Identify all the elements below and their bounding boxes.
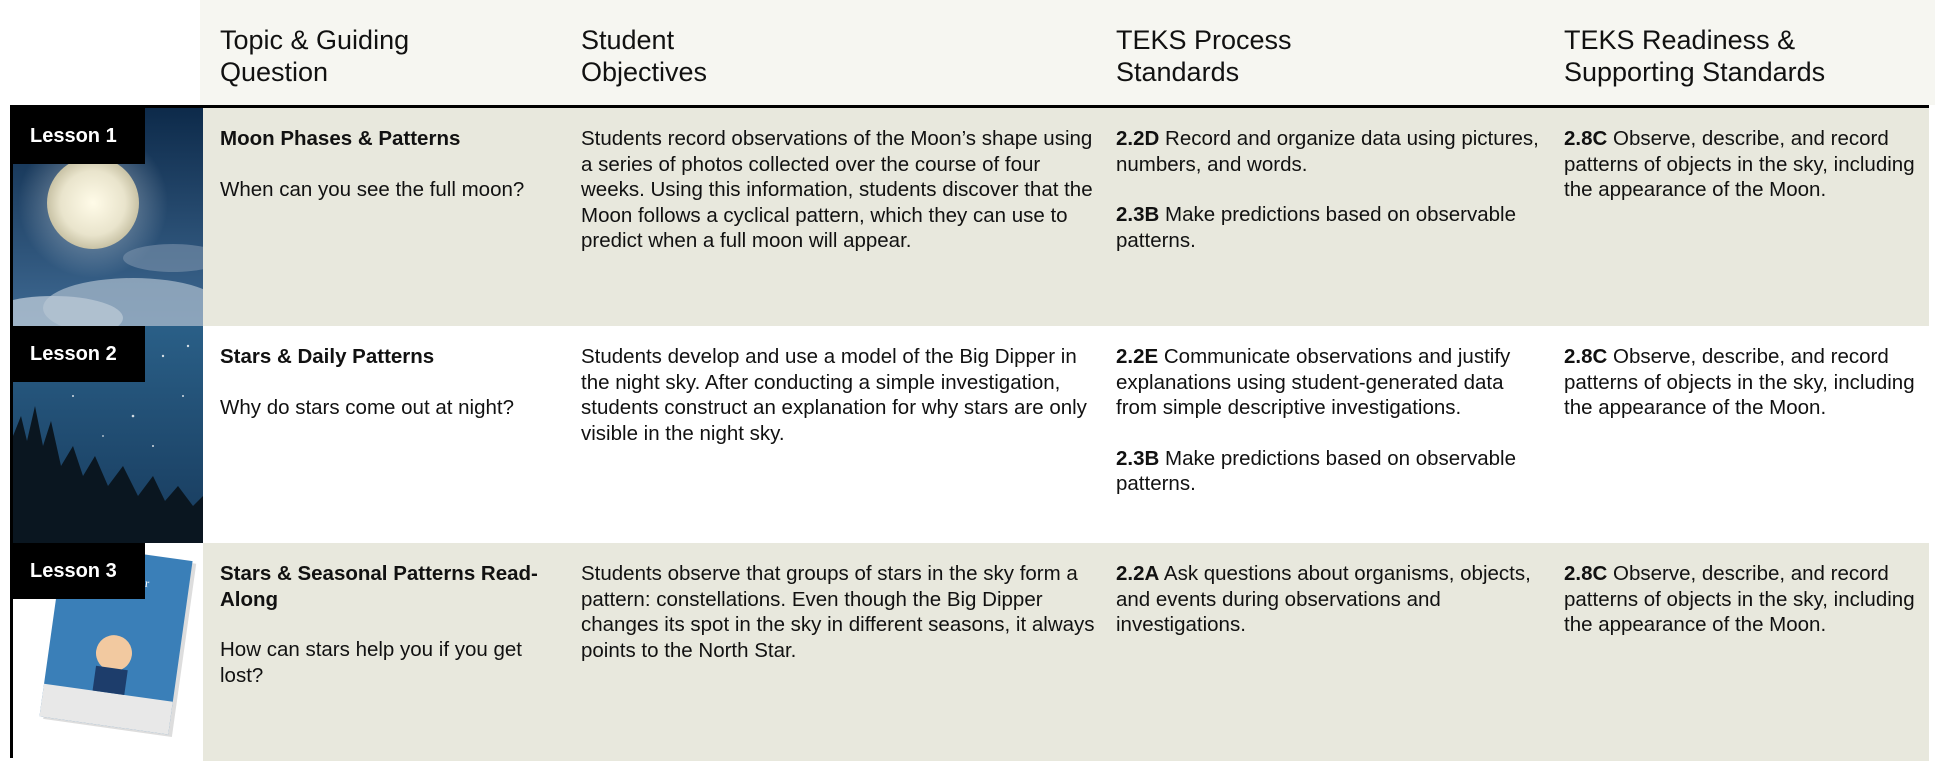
standard-code: 2.8C xyxy=(1564,345,1608,368)
objectives-cell: Students develop and use a model of the … xyxy=(581,345,1087,445)
table-row: Lesson 2 Stars & Daily Patterns Why do sta… xyxy=(13,326,1929,543)
lesson-table: Lesson 1 Moon Phases & Patterns When can y… xyxy=(10,105,1929,761)
table-header: Topic & Guiding Question Student Objecti… xyxy=(200,0,1935,105)
standard: 2.3B Make predictions based on observabl… xyxy=(1116,446,1541,497)
standard-text: Communicate observations and justify exp… xyxy=(1116,345,1511,419)
standard: 2.2A Ask questions about organisms, obje… xyxy=(1116,561,1541,638)
lesson-label: Lesson 3 xyxy=(13,543,145,599)
standard-code: 2.3B xyxy=(1116,203,1160,226)
readiness-cell: 2.8C Observe, describe, and record patte… xyxy=(1564,126,1924,228)
topic-title: Stars & Daily Patterns xyxy=(220,345,435,368)
topic-title: Stars & Seasonal Patterns Read-Along xyxy=(220,562,538,611)
standard-text: Observe, describe, and record patterns o… xyxy=(1564,127,1915,201)
header-cell: TEKS Process Standards xyxy=(1116,25,1292,87)
process-cell: 2.2E Communicate observations and justif… xyxy=(1116,344,1541,522)
standard-code: 2.2A xyxy=(1116,562,1160,585)
standard-text: Make predictions based on observable pat… xyxy=(1116,203,1517,252)
header-cell: Topic & Guiding Question xyxy=(220,25,410,87)
process-cell: 2.2A Ask questions about organisms, obje… xyxy=(1116,561,1541,663)
standard-code: 2.2E xyxy=(1116,345,1159,368)
topic-cell: Stars & Seasonal Patterns Read-Along How … xyxy=(220,561,550,688)
standard-text: Ask questions about organisms, objects, … xyxy=(1116,562,1531,636)
standard: 2.3B Make predictions based on observabl… xyxy=(1116,202,1541,253)
standard-code: 2.8C xyxy=(1564,562,1608,585)
readiness-cell: 2.8C Observe, describe, and record patte… xyxy=(1564,561,1924,663)
readiness-cell: 2.8C Observe, describe, and record patte… xyxy=(1564,344,1924,446)
topic-title: Moon Phases & Patterns xyxy=(220,127,461,150)
objectives-cell: Students record observations of the Moon… xyxy=(581,127,1093,252)
standard-text: Observe, describe, and record patterns o… xyxy=(1564,562,1915,636)
guiding-question: How can stars help you if you get lost? xyxy=(220,638,522,687)
standard: 2.8C Observe, describe, and record patte… xyxy=(1564,344,1924,421)
standard-text: Record and organize data using pictures,… xyxy=(1116,127,1539,176)
guiding-question: Why do stars come out at night? xyxy=(220,395,514,419)
standard-code: 2.8C xyxy=(1564,127,1608,150)
standard-text: Observe, describe, and record patterns o… xyxy=(1564,345,1915,419)
topic-cell: Moon Phases & Patterns When can you see t… xyxy=(220,126,550,202)
standard: 2.2D Record and organize data using pict… xyxy=(1116,126,1541,177)
standard: 2.8C Observe, describe, and record patte… xyxy=(1564,126,1924,203)
standard: 2.8C Observe, describe, and record patte… xyxy=(1564,561,1924,638)
standard: 2.2E Communicate observations and justif… xyxy=(1116,344,1541,421)
objectives-cell: Students observe that groups of stars in… xyxy=(581,562,1095,662)
header-cell: TEKS Readiness & Supporting Standards xyxy=(1564,25,1826,87)
header-cell: Student Objectives xyxy=(581,25,708,87)
topic-cell: Stars & Daily Patterns Why do stars come … xyxy=(220,344,550,420)
guiding-question: When can you see the full moon? xyxy=(220,177,525,201)
lesson-label: Lesson 2 xyxy=(13,326,145,382)
standard-code: 2.2D xyxy=(1116,127,1160,150)
process-cell: 2.2D Record and organize data using pict… xyxy=(1116,126,1541,278)
table-row: Lesson 1 Moon Phases & Patterns When can y… xyxy=(13,108,1929,326)
standard-text: Make predictions based on observable pat… xyxy=(1116,446,1517,496)
standard-code: 2.3B xyxy=(1116,446,1160,470)
lesson-label: Lesson 1 xyxy=(13,108,145,164)
